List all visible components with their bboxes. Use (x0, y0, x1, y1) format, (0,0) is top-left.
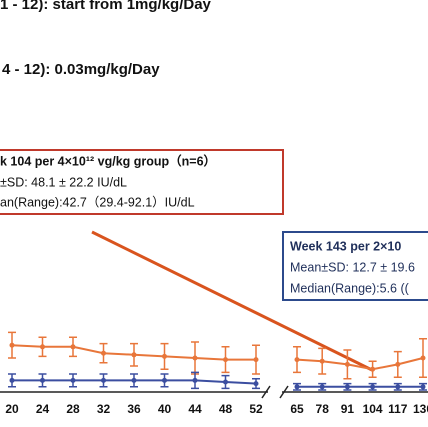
point (131, 352, 137, 358)
annotation-text: k 104 per 4×10¹² vg/kg group（n=6） (0, 153, 216, 168)
point (370, 366, 376, 372)
annotation-text: Week 143 per 2×10 (290, 239, 401, 253)
point (70, 377, 76, 383)
point (192, 355, 198, 361)
point (294, 384, 300, 390)
x-tick-label: 40 (158, 402, 172, 416)
point (420, 384, 426, 390)
x-tick-label: 117 (388, 402, 408, 416)
point (253, 357, 259, 363)
annotation-text: ±SD: 48.1 ± 22.2 IU/dL (0, 175, 127, 189)
x-tick-label: 36 (127, 402, 141, 416)
point (192, 377, 198, 383)
annotation-text: an(Range):42.7（29.4-92.1）IU/dL (0, 195, 195, 209)
point (40, 377, 45, 383)
point (9, 377, 15, 383)
point (253, 381, 259, 387)
x-tick-label: 130 (413, 402, 428, 416)
point (344, 361, 350, 367)
annotation-text: Mean±SD: 12.7 ± 19.6 (290, 260, 415, 274)
point (101, 350, 106, 356)
point (131, 377, 137, 383)
point (40, 344, 45, 350)
annotation-text: Median(Range):5.6 (( (290, 281, 410, 295)
series-line (296, 357, 424, 371)
point (395, 361, 401, 367)
point (319, 384, 325, 390)
x-tick-label: 104 (363, 402, 383, 416)
x-tick-label: 78 (316, 402, 330, 416)
x-tick-label: 44 (188, 402, 202, 416)
x-tick-label: 65 (290, 402, 304, 416)
axis-break (261, 385, 271, 399)
point (162, 353, 167, 359)
axis-break (279, 385, 289, 399)
point (223, 379, 228, 385)
x-tick-label: 24 (36, 402, 50, 416)
x-tick-label: 48 (219, 402, 233, 416)
point (294, 357, 300, 363)
point (70, 344, 76, 350)
connector (91, 230, 373, 372)
point (101, 377, 106, 383)
annotation-box (0, 149, 284, 215)
annotation-box (282, 231, 428, 301)
note: 4 - 12): 0.03mg/kg/Day (2, 61, 160, 78)
point (420, 355, 426, 361)
x-tick-label: 32 (97, 402, 111, 416)
x-tick-label: 91 (341, 402, 355, 416)
x-tick-label: 52 (249, 402, 263, 416)
x-tick-label: 28 (66, 402, 80, 416)
point (395, 384, 401, 390)
point (9, 342, 15, 348)
point (162, 377, 167, 383)
point (370, 384, 376, 390)
note: 1 - 12): start from 1mg/kg/Day (0, 0, 212, 13)
point (344, 384, 350, 390)
x-tick-label: 20 (5, 402, 19, 416)
point (223, 357, 228, 363)
point (319, 358, 325, 364)
